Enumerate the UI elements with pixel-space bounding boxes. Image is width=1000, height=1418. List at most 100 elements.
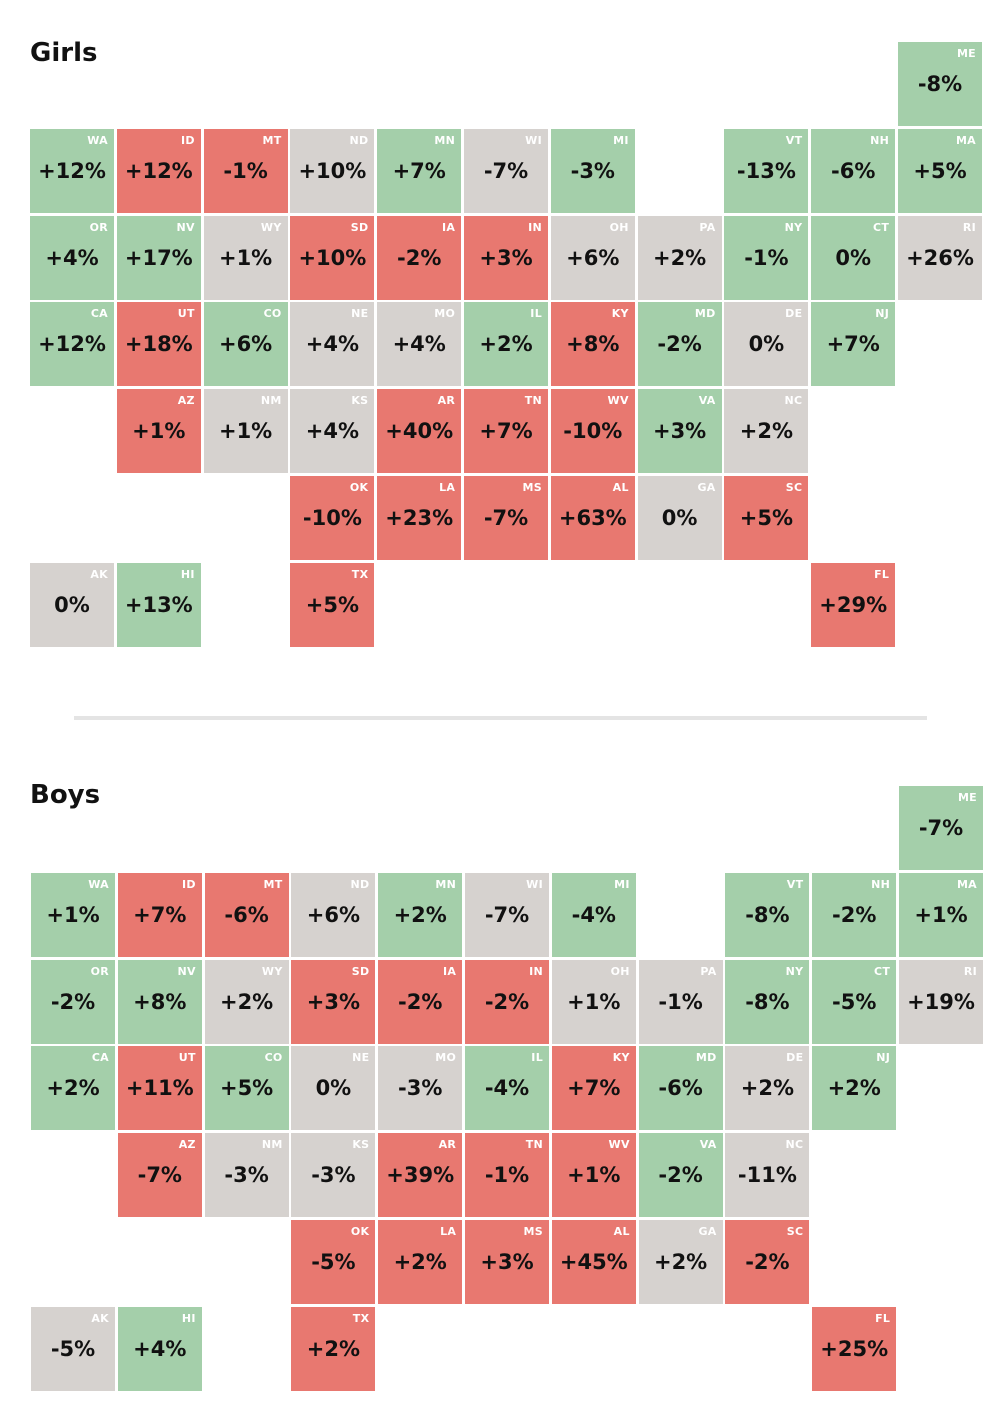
state-tile-ne: NE +4% bbox=[290, 302, 375, 387]
state-value: -2% bbox=[658, 1163, 703, 1188]
state-value: -2% bbox=[745, 1250, 790, 1274]
state-tile-nj: NJ +7% bbox=[811, 302, 896, 387]
state-abbr: GA bbox=[697, 481, 716, 494]
state-abbr: NE bbox=[351, 307, 369, 321]
state-tile-tx: TX +2% bbox=[291, 1306, 376, 1391]
state-tile-tn: TN -1% bbox=[465, 1133, 549, 1218]
state-tile-in: IN +3% bbox=[464, 215, 548, 300]
state-tile-ks: KS -3% bbox=[291, 1133, 376, 1218]
state-tile-sd: SD +10% bbox=[290, 215, 375, 300]
state-value: -5% bbox=[311, 1250, 356, 1274]
state-abbr: TX bbox=[352, 1311, 370, 1325]
state-value: +1% bbox=[218, 419, 273, 444]
state-value: +7% bbox=[392, 158, 446, 183]
state-tile-ny: NY -1% bbox=[724, 215, 809, 300]
state-value: +4% bbox=[305, 419, 360, 444]
state-tile-la: LA +2% bbox=[378, 1220, 463, 1304]
state-value: +2% bbox=[652, 245, 707, 270]
state-value: +39% bbox=[386, 1163, 455, 1188]
state-value: +2% bbox=[739, 419, 794, 444]
state-abbr: SD bbox=[351, 964, 370, 978]
state-abbr: KS bbox=[351, 394, 369, 408]
state-value: -1% bbox=[744, 245, 789, 270]
state-abbr: VA bbox=[698, 394, 716, 408]
state-abbr: RI bbox=[963, 964, 977, 978]
state-value: +25% bbox=[820, 1336, 889, 1361]
state-tile-de: DE +2% bbox=[725, 1046, 810, 1131]
state-abbr: SD bbox=[350, 220, 369, 234]
state-value: +2% bbox=[827, 1076, 881, 1101]
state-abbr: VT bbox=[786, 877, 804, 891]
state-tile-vt: VT -13% bbox=[724, 128, 809, 213]
state-abbr: MA bbox=[955, 133, 976, 147]
state-tile-ak: AK 0% bbox=[30, 562, 114, 647]
state-value: +6% bbox=[566, 245, 620, 270]
state-value: +45% bbox=[559, 1250, 628, 1274]
state-value: -8% bbox=[745, 902, 790, 927]
state-abbr: KY bbox=[611, 307, 629, 321]
state-value: 0% bbox=[54, 592, 90, 617]
state-abbr: NY bbox=[784, 220, 803, 234]
state-value: -6% bbox=[224, 902, 269, 927]
state-tile-nm: NM -3% bbox=[204, 1133, 289, 1218]
state-abbr: ME bbox=[956, 47, 976, 60]
state-abbr: AZ bbox=[177, 394, 195, 408]
state-tile-sc: SC +5% bbox=[724, 476, 809, 560]
state-value: -10% bbox=[563, 419, 623, 444]
state-tile-id: ID +7% bbox=[117, 872, 202, 957]
state-tile-mo: MO -3% bbox=[378, 1046, 463, 1131]
state-value: -4% bbox=[571, 902, 616, 927]
state-abbr: AK bbox=[91, 1311, 109, 1325]
state-abbr: ND bbox=[350, 877, 370, 891]
state-abbr: WY bbox=[260, 220, 282, 234]
state-value: +1% bbox=[914, 902, 968, 927]
state-tile-wa: WA +1% bbox=[31, 872, 115, 957]
state-tile-il: IL -4% bbox=[465, 1046, 549, 1131]
state-abbr: MN bbox=[435, 877, 457, 891]
state-tile-ct: CT 0% bbox=[811, 215, 896, 300]
state-tile-md: MD -2% bbox=[637, 302, 722, 387]
state-value: +17% bbox=[124, 245, 193, 270]
state-value: -6% bbox=[831, 158, 876, 183]
state-abbr: OH bbox=[609, 220, 629, 234]
state-abbr: DE bbox=[786, 1051, 804, 1065]
state-abbr: OK bbox=[349, 481, 369, 494]
state-abbr: MS bbox=[522, 481, 542, 494]
state-value: +3% bbox=[306, 989, 361, 1014]
state-abbr: CT bbox=[873, 220, 890, 234]
state-value: +7% bbox=[479, 419, 533, 444]
state-tile-mn: MN +7% bbox=[377, 128, 462, 213]
state-value: 0% bbox=[661, 506, 698, 530]
state-value: -2% bbox=[832, 902, 877, 927]
state-tile-az: AZ -7% bbox=[117, 1133, 202, 1218]
state-abbr: UT bbox=[178, 1051, 196, 1065]
state-tile-wy: WY +1% bbox=[203, 215, 288, 300]
state-value: +1% bbox=[132, 419, 186, 444]
state-tile-ia: IA -2% bbox=[377, 215, 462, 300]
state-value: -3% bbox=[224, 1163, 269, 1188]
state-value: -3% bbox=[398, 1076, 443, 1101]
state-abbr: SC bbox=[786, 1225, 804, 1238]
state-abbr: PA bbox=[700, 964, 717, 978]
state-tile-tx: TX +5% bbox=[290, 562, 375, 647]
girls-title: Girls bbox=[30, 38, 98, 68]
state-abbr: IA bbox=[442, 964, 457, 978]
state-tile-oh: OH +1% bbox=[551, 959, 636, 1044]
state-tile-nc: NC +2% bbox=[724, 389, 809, 474]
state-tile-ok: OK -10% bbox=[290, 476, 375, 560]
state-tile-ms: MS +3% bbox=[465, 1220, 549, 1304]
state-abbr: MI bbox=[614, 877, 630, 891]
state-tile-ca: CA +2% bbox=[31, 1046, 115, 1131]
state-abbr: IA bbox=[441, 220, 456, 234]
state-abbr: NJ bbox=[876, 1051, 891, 1065]
state-value: +10% bbox=[298, 245, 367, 270]
state-abbr: LA bbox=[439, 481, 456, 494]
state-abbr: OR bbox=[90, 964, 109, 978]
state-abbr: WV bbox=[607, 394, 629, 408]
state-value: -5% bbox=[50, 1336, 96, 1361]
state-tile-ny: NY -8% bbox=[725, 959, 810, 1044]
state-value: +5% bbox=[219, 1076, 274, 1101]
state-abbr: WA bbox=[87, 133, 108, 147]
state-tile-or: OR -2% bbox=[31, 959, 115, 1044]
state-abbr: NH bbox=[871, 877, 891, 891]
